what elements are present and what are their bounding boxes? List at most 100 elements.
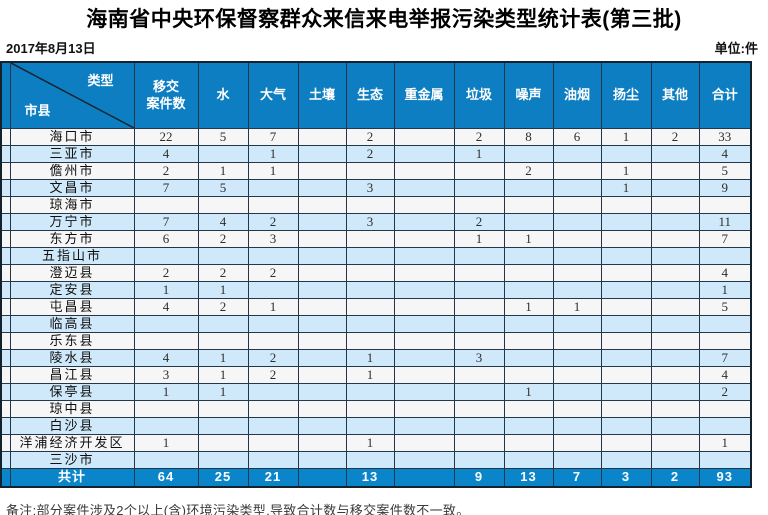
value-cell xyxy=(600,247,652,265)
value-cell xyxy=(600,281,652,299)
value-cell xyxy=(600,298,652,316)
value-cell xyxy=(600,451,652,469)
value-cell xyxy=(393,213,455,231)
col-header-heavy-metal: 重金属 xyxy=(393,61,455,129)
value-cell xyxy=(650,417,700,435)
value-cell xyxy=(552,145,602,163)
value-cell xyxy=(297,145,347,163)
value-cell xyxy=(698,400,752,418)
value-cell xyxy=(247,247,299,265)
edge-cell xyxy=(0,400,11,418)
value-cell xyxy=(345,247,395,265)
value-cell xyxy=(393,434,455,452)
value-cell xyxy=(650,264,700,282)
table-row: 共计 64 25 21 13 9 13 7 3 2 93 xyxy=(0,468,752,487)
table-row: 琼中县 xyxy=(0,400,752,418)
table-row: 三沙市 xyxy=(0,451,752,469)
value-cell xyxy=(552,315,602,333)
value-cell: 4 xyxy=(197,213,249,231)
value-cell xyxy=(600,417,652,435)
value-cell xyxy=(297,315,347,333)
value-cell xyxy=(600,145,652,163)
table-row: 海口市 22 5 7 2 2 8 6 1 2 33 xyxy=(0,128,752,146)
value-cell xyxy=(297,349,347,367)
value-cell xyxy=(453,264,505,282)
edge-cell xyxy=(0,179,11,197)
value-cell xyxy=(503,417,554,435)
value-cell xyxy=(197,417,249,435)
value-cell xyxy=(503,281,554,299)
value-cell xyxy=(247,315,299,333)
value-cell xyxy=(453,281,505,299)
value-cell xyxy=(600,196,652,214)
value-cell xyxy=(552,281,602,299)
value-cell xyxy=(600,400,652,418)
meta-row: 2017年8月13日 单位:件 xyxy=(6,38,758,57)
value-cell xyxy=(345,230,395,248)
value-cell xyxy=(393,230,455,248)
value-cell xyxy=(650,451,700,469)
row-label: 三沙市 xyxy=(9,451,135,469)
table-row: 儋州市 2 1 1 2 1 5 xyxy=(0,162,752,180)
value-cell xyxy=(503,264,554,282)
value-cell: 9 xyxy=(698,179,752,197)
table-row: 昌江县 3 1 2 1 4 xyxy=(0,366,752,384)
table-row: 定安县 1 1 1 xyxy=(0,281,752,299)
value-cell xyxy=(650,400,700,418)
corner-cell: 类型 市县 xyxy=(9,61,135,129)
row-label: 屯昌县 xyxy=(9,298,135,316)
value-cell xyxy=(600,383,652,401)
value-cell xyxy=(453,332,505,350)
value-cell xyxy=(345,451,395,469)
value-cell xyxy=(600,230,652,248)
value-cell xyxy=(503,434,554,452)
edge-cell xyxy=(0,417,11,435)
value-cell xyxy=(552,417,602,435)
value-cell: 1 xyxy=(197,281,249,299)
page-title: 海南省中央环保督察群众来信来电举报污染类型统计表(第三批) xyxy=(86,8,682,31)
row-label: 临高县 xyxy=(9,315,135,333)
edge-cell xyxy=(0,332,11,350)
col-header-other: 其他 xyxy=(650,61,700,129)
value-cell xyxy=(453,196,505,214)
value-cell xyxy=(650,230,700,248)
value-cell xyxy=(297,281,347,299)
col-header-garbage: 垃圾 xyxy=(453,61,505,129)
value-cell: 1 xyxy=(197,366,249,384)
value-cell xyxy=(297,196,347,214)
value-cell xyxy=(503,196,554,214)
row-label: 乐东县 xyxy=(9,332,135,350)
table-row: 保亭县 1 1 1 2 xyxy=(0,383,752,401)
value-cell: 7 xyxy=(698,349,752,367)
value-cell xyxy=(453,434,505,452)
value-cell xyxy=(600,315,652,333)
value-cell xyxy=(453,179,505,197)
value-cell xyxy=(247,332,299,350)
value-cell xyxy=(197,332,249,350)
value-cell xyxy=(297,213,347,231)
value-cell xyxy=(650,281,700,299)
value-cell xyxy=(345,383,395,401)
value-cell: 1 xyxy=(503,298,554,316)
value-cell: 2 xyxy=(345,128,395,146)
value-cell xyxy=(297,230,347,248)
value-cell: 2 xyxy=(133,162,199,180)
value-cell: 1 xyxy=(197,162,249,180)
value-cell: 2 xyxy=(197,230,249,248)
value-cell: 3 xyxy=(345,179,395,197)
value-cell xyxy=(297,468,347,487)
statistics-table: 类型 市县 移交 案件数 水 大气 土壤 生态 重金属 垃圾 噪声 油烟 扬尘 … xyxy=(0,61,752,488)
value-cell: 1 xyxy=(453,145,505,163)
value-cell: 4 xyxy=(133,145,199,163)
value-cell xyxy=(247,417,299,435)
value-cell xyxy=(247,179,299,197)
value-cell xyxy=(345,315,395,333)
value-cell xyxy=(297,434,347,452)
value-cell: 2 xyxy=(503,162,554,180)
corner-region-label: 市县 xyxy=(24,102,51,118)
value-cell xyxy=(698,315,752,333)
edge-header-cell xyxy=(0,61,11,129)
value-cell: 7 xyxy=(552,468,602,487)
edge-cell xyxy=(0,451,11,469)
value-cell: 3 xyxy=(345,213,395,231)
